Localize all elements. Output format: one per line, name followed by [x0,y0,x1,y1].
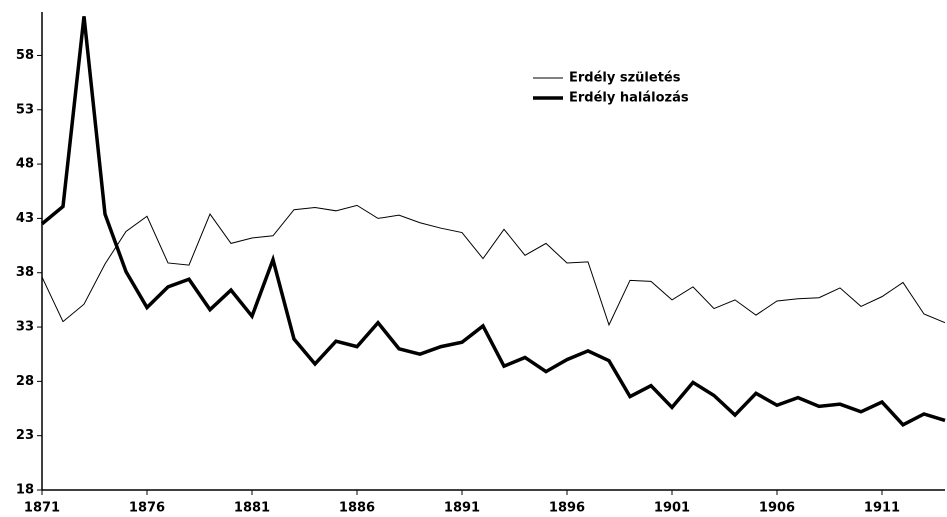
legend-label: Erdély születés [569,71,681,86]
x-tick-label: 1876 [129,501,165,516]
legend-label: Erdély halálozás [569,91,689,106]
x-tick-label: 1871 [24,501,60,516]
x-tick-label: 1896 [549,501,585,516]
x-tick-label: 1901 [654,501,690,516]
x-tick-label: 1911 [864,501,900,516]
y-tick-label: 58 [16,48,34,63]
data-line [41,204,946,327]
data-line [40,16,946,427]
y-tick-label: 38 [16,265,34,280]
y-tick-label: 28 [16,374,34,389]
y-tick-label: 53 [16,102,34,117]
x-tick-label: 1891 [444,501,480,516]
y-tick-label: 33 [16,320,34,335]
y-tick-label: 18 [16,483,34,498]
y-tick-label: 43 [16,211,34,226]
x-tick-label: 1886 [339,501,375,516]
y-tick-label: 23 [16,428,34,443]
y-tick-label: 48 [16,157,34,172]
x-tick-label: 1906 [759,501,795,516]
x-tick-label: 1881 [234,501,270,516]
